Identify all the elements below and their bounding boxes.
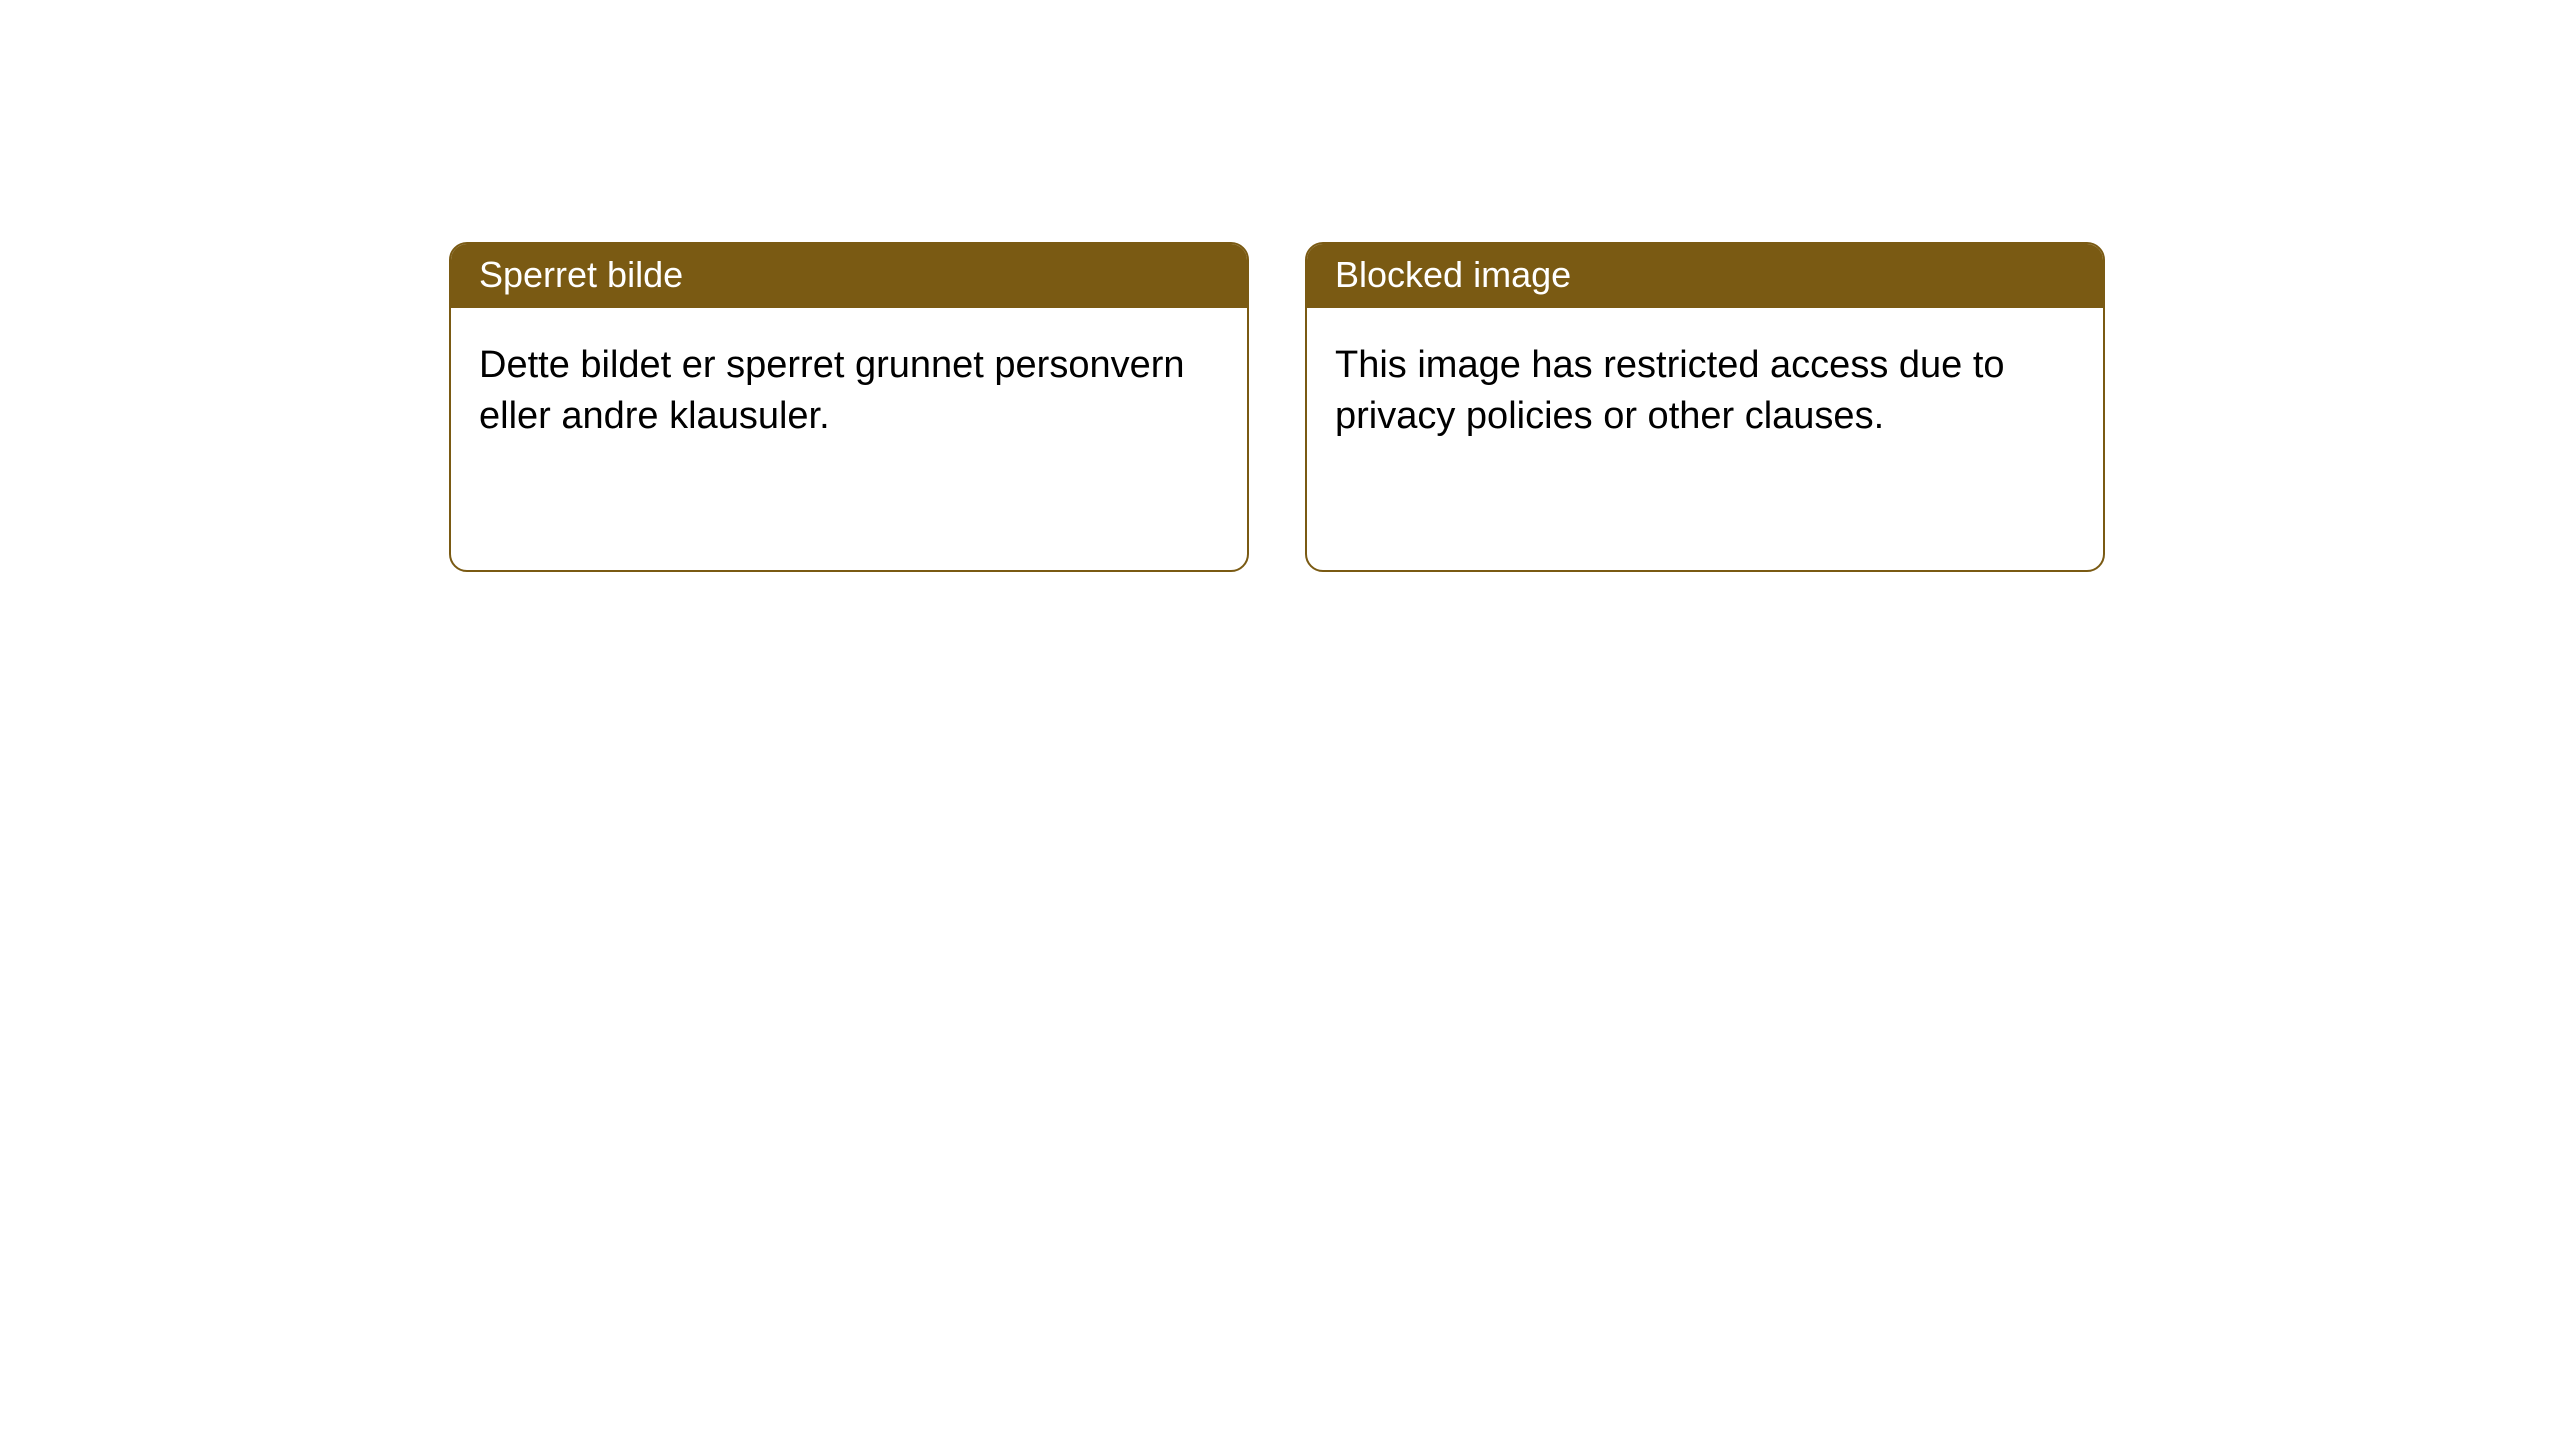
- blocked-image-card-no: Sperret bilde Dette bildet er sperret gr…: [449, 242, 1249, 572]
- card-body: Dette bildet er sperret grunnet personve…: [451, 308, 1247, 463]
- card-header: Sperret bilde: [451, 244, 1247, 308]
- cards-container: Sperret bilde Dette bildet er sperret gr…: [0, 0, 2560, 572]
- card-body: This image has restricted access due to …: [1307, 308, 2103, 463]
- blocked-image-card-en: Blocked image This image has restricted …: [1305, 242, 2105, 572]
- card-header: Blocked image: [1307, 244, 2103, 308]
